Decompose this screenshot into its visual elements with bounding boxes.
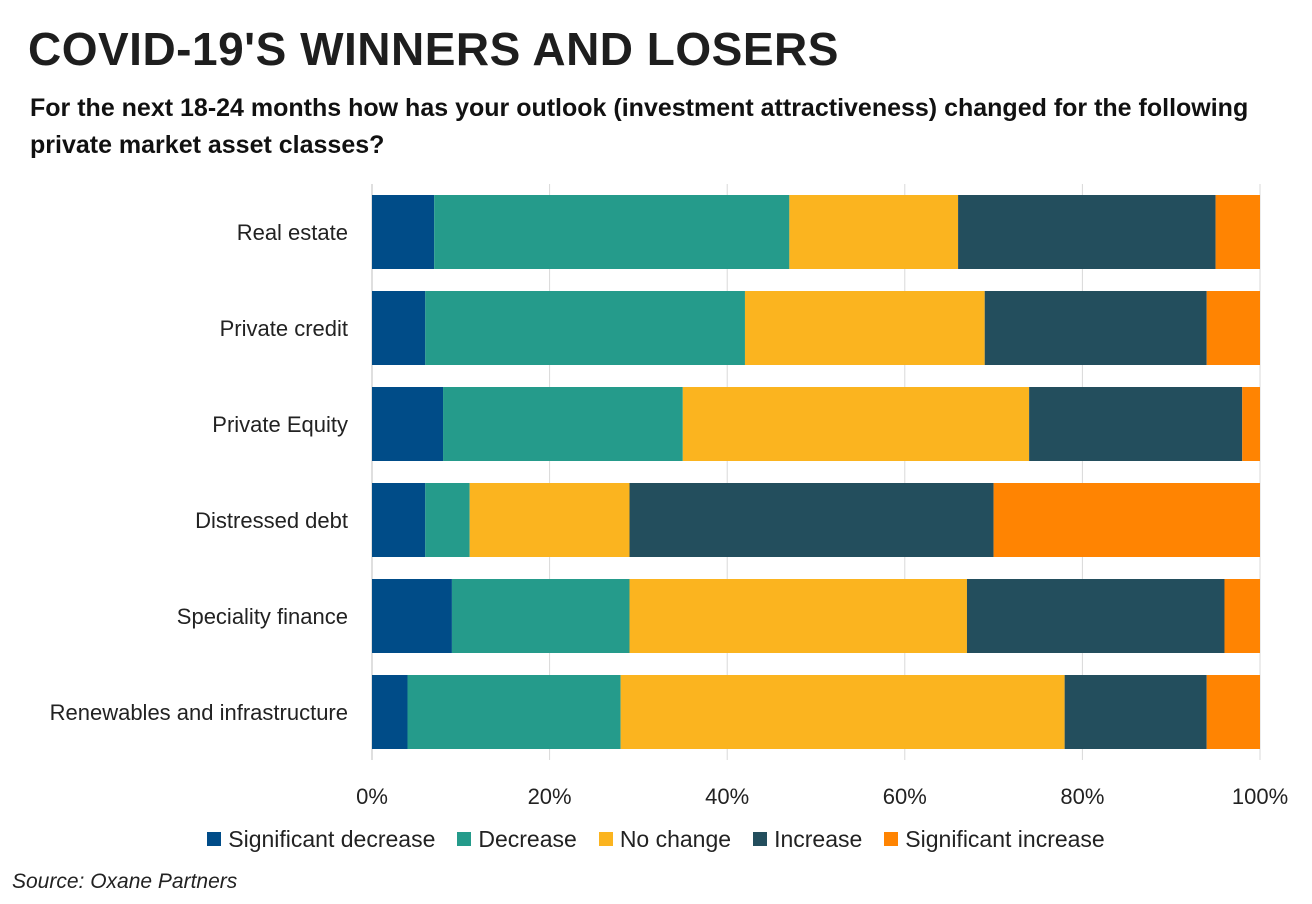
bar-segment xyxy=(1029,387,1243,461)
bars xyxy=(372,195,1260,749)
legend-item: Decrease xyxy=(457,825,577,853)
category-label: Speciality finance xyxy=(177,604,348,629)
bar-segment xyxy=(993,483,1260,557)
x-tick-label: 80% xyxy=(1060,784,1104,809)
bar-segment xyxy=(744,291,985,365)
legend-swatch xyxy=(884,832,899,846)
category-label: Private Equity xyxy=(212,412,348,437)
bar-segment xyxy=(1064,675,1207,749)
bar-segment xyxy=(451,579,630,653)
legend-item: No change xyxy=(598,825,732,853)
legend-label: Significant decrease xyxy=(228,825,436,852)
chart-subtitle: For the next 18-24 months how has your o… xyxy=(30,94,1249,159)
legend-label: Increase xyxy=(774,825,863,852)
bar-segment xyxy=(620,675,1065,749)
bar-segment xyxy=(372,291,426,365)
bar-segment xyxy=(1242,387,1260,461)
legend-item: Significant decrease xyxy=(207,826,435,853)
x-axis-ticks: 0% 20% 40% 60% 80% 100% xyxy=(356,784,1288,809)
bar-segment xyxy=(1215,195,1260,269)
legend-swatch xyxy=(207,832,222,846)
category-labels: Real estate Private credit Private Equity D… xyxy=(50,220,348,725)
bar-segment xyxy=(372,483,426,557)
bar-segment xyxy=(372,675,408,749)
bar-segment xyxy=(629,579,967,653)
bar-segment xyxy=(372,579,452,653)
bar-segment xyxy=(425,483,470,557)
bar-segment xyxy=(1206,291,1260,365)
x-tick-label: 20% xyxy=(528,784,572,809)
legend-swatch xyxy=(753,832,768,846)
bar-segment xyxy=(682,387,1030,461)
legend-item: Increase xyxy=(753,826,862,853)
legend-swatch xyxy=(598,832,613,846)
chart-title: COVID-19'S WINNERS AND LOSERS xyxy=(28,23,839,75)
bar-segment xyxy=(443,387,683,461)
legend-label: Decrease xyxy=(478,825,577,852)
bar-segment xyxy=(629,483,994,557)
bar-segment xyxy=(1206,675,1260,749)
bar-segment xyxy=(958,195,1216,269)
bar-segment xyxy=(407,675,621,749)
bar-segment xyxy=(425,291,745,365)
source-note: Source: Oxane Partners xyxy=(12,870,238,893)
category-label: Renewables and infrastructure xyxy=(50,700,348,725)
x-tick-label: 100% xyxy=(1232,784,1288,809)
bar-segment xyxy=(966,579,1225,653)
bar-segment xyxy=(789,195,959,269)
category-label: Distressed debt xyxy=(195,508,348,533)
legend-swatch xyxy=(457,832,472,846)
stacked-bar-chart: Real estate Private credit Private Equity D… xyxy=(50,184,1288,809)
x-tick-label: 0% xyxy=(356,784,388,809)
category-label: Private credit xyxy=(220,316,348,341)
x-tick-label: 60% xyxy=(883,784,927,809)
legend-item: Significant increase xyxy=(884,825,1105,853)
legend-label: No change xyxy=(619,825,732,852)
bar-segment xyxy=(372,387,444,461)
category-label: Real estate xyxy=(237,220,348,245)
bar-segment xyxy=(469,483,630,557)
legend-label: Significant increase xyxy=(905,825,1105,852)
bar-segment xyxy=(372,195,435,269)
gridlines xyxy=(371,184,1261,760)
bar-segment xyxy=(984,291,1207,365)
legend: Significant decrease Decrease No change Inc… xyxy=(0,822,1312,856)
bar-segment xyxy=(434,195,790,269)
bar-segment xyxy=(1224,579,1260,653)
x-tick-label: 40% xyxy=(705,784,749,809)
